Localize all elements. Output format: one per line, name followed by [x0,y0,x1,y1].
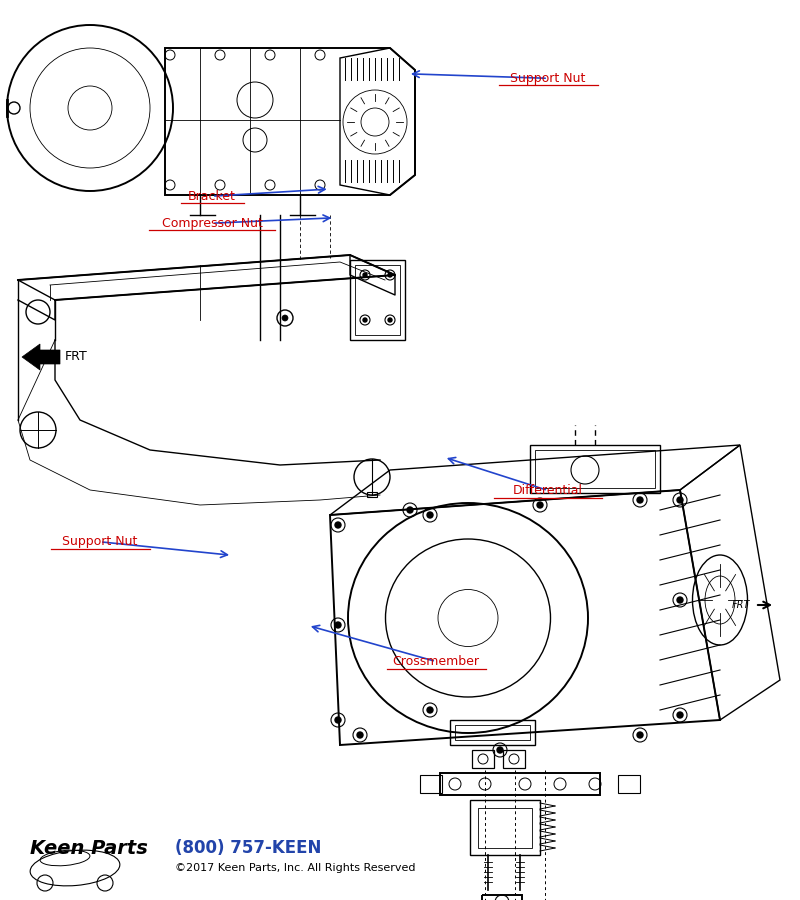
Circle shape [427,512,433,518]
Text: Crossmember: Crossmember [393,655,479,668]
Bar [478,808,532,848]
Circle shape [637,497,643,503]
Bar [420,775,442,793]
Bar [367,492,377,497]
Circle shape [497,747,503,753]
Bar [450,720,535,745]
Text: Differential: Differential [513,484,583,497]
Circle shape [335,522,341,528]
Circle shape [637,732,643,738]
Circle shape [357,732,363,738]
Circle shape [677,497,683,503]
Bar [530,445,660,493]
Circle shape [388,273,392,277]
Bar [618,775,640,793]
Text: FRT: FRT [732,600,750,610]
Bar [503,750,525,768]
Circle shape [335,717,341,723]
Text: Compressor Nut: Compressor Nut [162,217,262,230]
Text: Bracket: Bracket [188,190,236,203]
Text: ©2017 Keen Parts, Inc. All Rights Reserved: ©2017 Keen Parts, Inc. All Rights Reserv… [175,863,415,873]
Text: FRT: FRT [65,350,88,364]
Circle shape [282,315,288,321]
Bar [440,773,600,795]
Bar [470,800,540,855]
Circle shape [677,712,683,718]
Polygon shape [22,344,60,370]
Bar [482,895,522,900]
Text: (800) 757-KEEN: (800) 757-KEEN [175,839,322,857]
Circle shape [388,318,392,322]
Circle shape [677,597,683,603]
Circle shape [537,502,543,508]
Bar [350,260,405,340]
Circle shape [427,707,433,713]
Circle shape [363,318,367,322]
Bar [472,750,494,768]
Bar [535,450,655,488]
Bar [355,265,400,335]
Circle shape [363,273,367,277]
Bar [455,725,530,740]
Circle shape [407,507,413,513]
Circle shape [335,622,341,628]
Text: Keen Parts: Keen Parts [30,839,148,858]
Text: Support Nut: Support Nut [62,536,138,548]
Text: Support Nut: Support Nut [510,72,586,85]
